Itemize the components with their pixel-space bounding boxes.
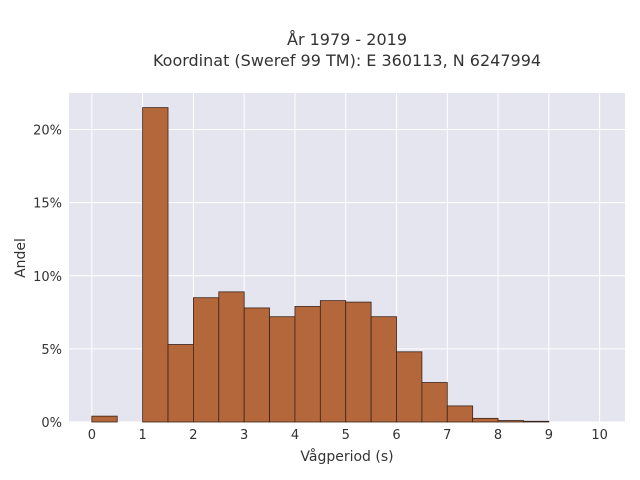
histogram-bar: [167, 344, 194, 423]
x-axis-ticks: 0 1 2 3 4 5 6 7 8 9 10: [88, 428, 608, 443]
histogram-bar: [421, 382, 448, 423]
y-tick-label: 20%: [33, 124, 62, 139]
histogram-bar: [91, 415, 118, 423]
x-tick-label: 6: [392, 428, 400, 443]
chart-title-line-2: Koordinat (Sweref 99 TM): E 360113, N 62…: [153, 51, 541, 70]
histogram-bar: [345, 301, 372, 423]
histogram-bar: [523, 420, 550, 423]
x-tick-label: 5: [342, 428, 350, 443]
histogram-bar: [370, 316, 397, 423]
histogram-bar: [497, 420, 524, 423]
histogram-bar: [294, 306, 321, 423]
x-tick-label: 1: [138, 428, 146, 443]
x-tick-label: 7: [443, 428, 451, 443]
x-tick-label: 3: [240, 428, 248, 443]
histogram-bar: [269, 316, 296, 423]
histogram-bar: [446, 405, 474, 423]
histogram-bar: [396, 351, 423, 423]
y-axis-ticks: 0% 5% 10% 15% 20%: [33, 124, 62, 431]
histogram-bar: [142, 107, 169, 423]
y-tick-label: 0%: [41, 416, 62, 431]
histogram-bar: [472, 417, 499, 423]
x-tick-label: 4: [291, 428, 299, 443]
histogram-bar: [218, 291, 245, 423]
histogram-bar: [193, 297, 220, 423]
y-axis-label: Andel: [13, 238, 29, 278]
x-tick-label: 2: [189, 428, 197, 443]
y-tick-label: 5%: [41, 343, 62, 358]
y-tick-label: 15%: [33, 197, 62, 212]
chart-title-line-1: År 1979 - 2019: [287, 30, 407, 49]
x-axis-label: Vågperiod (s): [300, 448, 393, 465]
histogram-bar: [319, 300, 347, 423]
x-tick-label: 10: [591, 428, 608, 443]
histogram-bar: [243, 307, 270, 423]
y-tick-label: 10%: [33, 270, 62, 285]
x-tick-label: 8: [494, 428, 502, 443]
bars: [91, 107, 550, 423]
x-tick-label: 9: [545, 428, 553, 443]
x-tick-label: 0: [88, 428, 96, 443]
